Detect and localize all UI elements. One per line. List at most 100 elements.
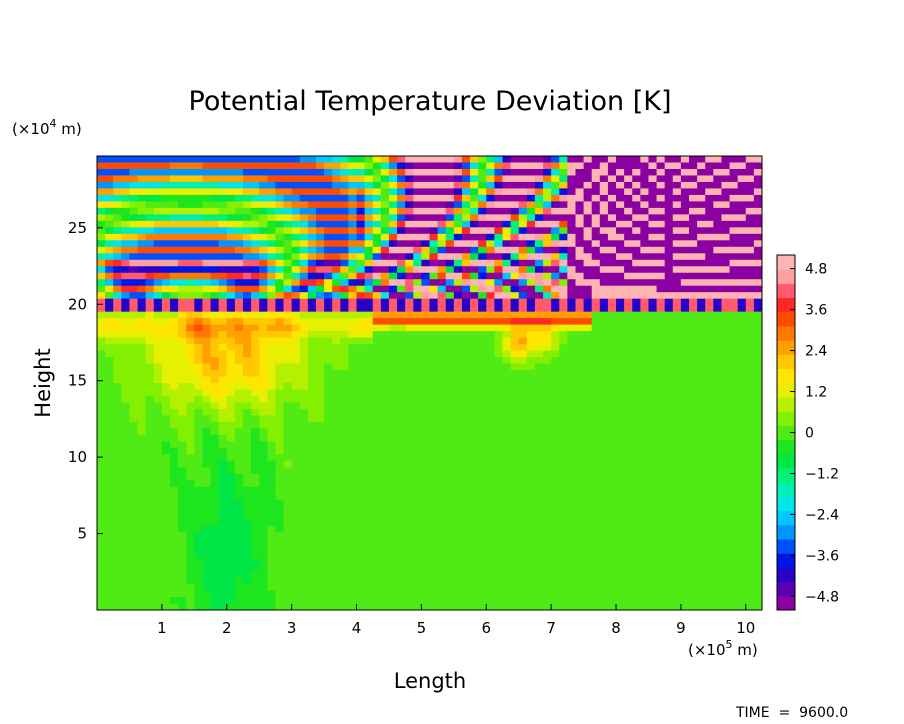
heatmap-cell (737, 181, 747, 190)
heatmap-cell (251, 220, 260, 228)
heatmap-cell (169, 525, 179, 533)
heatmap-cell (502, 454, 512, 462)
heatmap-cell (640, 188, 650, 196)
heatmap-cell (648, 376, 658, 384)
heatmap-cell (405, 441, 414, 449)
heatmap-cell (299, 395, 309, 404)
heatmap-cell (372, 402, 382, 410)
heatmap-cell (307, 525, 317, 533)
heatmap-cell (129, 506, 139, 514)
heatmap-cell (113, 220, 122, 228)
heatmap-cell (242, 447, 252, 455)
heatmap-cell (299, 473, 309, 481)
heatmap-cell (526, 201, 536, 209)
heatmap-cell (153, 266, 163, 274)
heatmap-cell (632, 285, 641, 293)
heatmap-cell (510, 305, 520, 313)
heatmap-cell (470, 434, 479, 442)
heatmap-cell (145, 331, 155, 339)
heatmap-cell (121, 473, 131, 481)
heatmap-cell (680, 350, 690, 358)
heatmap-cell (502, 383, 512, 391)
heatmap-cell (672, 220, 682, 228)
heatmap-cell (721, 532, 731, 540)
heatmap-cell (705, 532, 714, 540)
heatmap-cell (640, 441, 650, 449)
heatmap-cell (388, 512, 398, 520)
heatmap-cell (729, 467, 739, 475)
heatmap-cell (380, 337, 390, 345)
heatmap-cell (356, 447, 366, 455)
heatmap-cell (745, 259, 755, 267)
heatmap-cell (478, 441, 487, 449)
heatmap-cell (251, 168, 260, 177)
heatmap-cell (445, 220, 455, 228)
heatmap-cell (364, 324, 374, 332)
heatmap-cell (583, 207, 593, 215)
heatmap-cell (713, 532, 723, 540)
heatmap-cell (534, 499, 544, 507)
heatmap-cell (510, 389, 520, 397)
heatmap-cell (340, 506, 349, 514)
heatmap-cell (567, 298, 577, 306)
heatmap-cell (445, 447, 455, 455)
heatmap-cell (405, 194, 414, 202)
heatmap-cell (340, 434, 349, 442)
heatmap-cell (461, 506, 471, 514)
heatmap-cell (478, 156, 487, 164)
heatmap-cell (664, 311, 674, 319)
heatmap-cell (721, 467, 731, 475)
heatmap-cell (97, 285, 106, 293)
heatmap-cell (186, 162, 195, 170)
heatmap-cell (283, 253, 293, 261)
heatmap-cell (543, 357, 552, 365)
heatmap-cell (348, 344, 358, 352)
heatmap-cell (559, 246, 568, 254)
heatmap-cell (721, 311, 731, 319)
heatmap-cell (648, 253, 658, 261)
heatmap-cell (551, 415, 560, 423)
heatmap-cell (291, 279, 301, 287)
heatmap-cell (429, 415, 439, 423)
heatmap-cell (697, 227, 706, 235)
heatmap-cell (105, 486, 114, 494)
heatmap-cell (583, 285, 593, 293)
heatmap-cell (567, 292, 577, 300)
heatmap-cell (510, 512, 520, 520)
heatmap-cell (705, 415, 714, 423)
heatmap-cell (567, 194, 577, 202)
heatmap-cell (429, 408, 439, 417)
heatmap-cell (632, 499, 641, 507)
heatmap-cell (251, 525, 260, 533)
heatmap-cell (575, 499, 585, 507)
heatmap-cell (461, 285, 471, 293)
heatmap-cell (567, 156, 577, 164)
heatmap-cell (380, 493, 390, 501)
heatmap-cell (705, 181, 714, 190)
heatmap-cell (510, 266, 520, 274)
heatmap-cell (348, 415, 358, 423)
heatmap-cell (664, 266, 674, 274)
heatmap-cell (218, 337, 228, 345)
heatmap-cell (745, 499, 755, 507)
heatmap-cell (624, 467, 633, 475)
heatmap-cell (315, 480, 325, 488)
heatmap-cell (640, 344, 650, 352)
heatmap-cell (283, 194, 293, 202)
heatmap-cell (97, 519, 106, 527)
heatmap-cell (672, 428, 682, 436)
heatmap-cell (745, 292, 755, 300)
heatmap-cell (461, 292, 471, 300)
heatmap-cell (680, 370, 690, 378)
heatmap-cell (567, 376, 577, 384)
heatmap-cell (137, 207, 147, 215)
heatmap-cell (721, 253, 731, 261)
heatmap-cell (680, 454, 690, 462)
heatmap-cell (470, 331, 479, 339)
heatmap-cell (543, 207, 552, 215)
heatmap-cell (680, 240, 690, 248)
heatmap-cell (656, 168, 666, 177)
heatmap-cell (194, 298, 204, 306)
heatmap-cell (567, 201, 577, 209)
heatmap-cell (388, 162, 398, 170)
